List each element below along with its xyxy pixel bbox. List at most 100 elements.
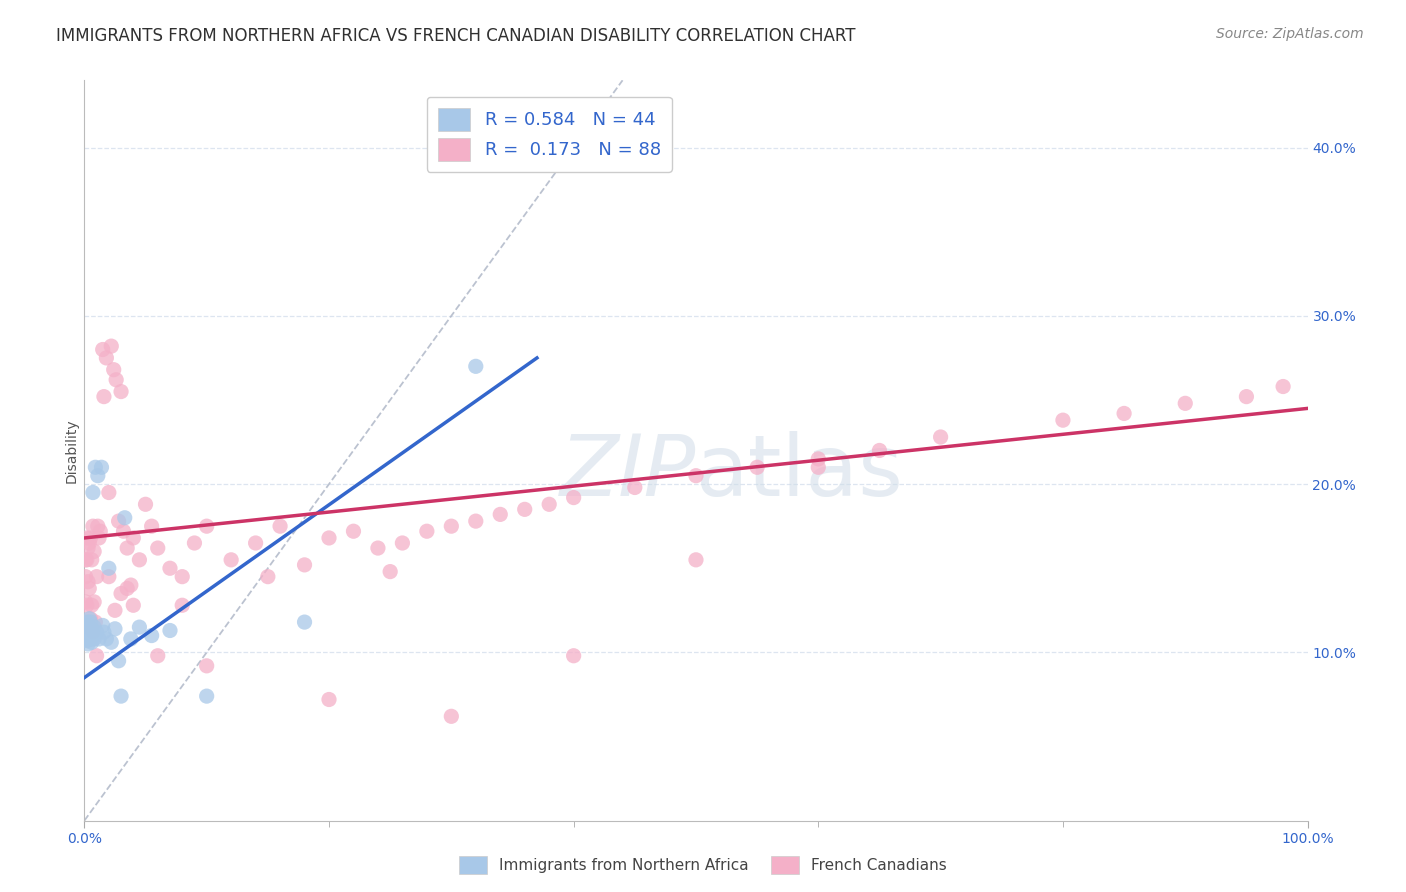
Point <box>97 485 120 500</box>
Point <box>75 625 97 640</box>
Point <box>76 553 98 567</box>
Point <box>84 460 107 475</box>
Point <box>90 460 112 475</box>
Point <box>79 615 101 629</box>
Point <box>107 514 129 528</box>
Point <box>318 692 340 706</box>
Point <box>87 468 110 483</box>
Point <box>104 603 127 617</box>
Point <box>91 343 114 357</box>
Point <box>318 531 340 545</box>
Point <box>929 430 952 444</box>
Point <box>75 595 97 609</box>
Point <box>77 628 100 642</box>
Point <box>83 544 105 558</box>
Point <box>440 709 463 723</box>
Point <box>380 565 402 579</box>
Point <box>77 615 100 629</box>
Point <box>87 531 110 545</box>
Point <box>195 658 218 673</box>
Point <box>391 536 413 550</box>
Point <box>97 561 120 575</box>
Point <box>77 637 100 651</box>
Point <box>96 632 118 646</box>
Point <box>77 620 100 634</box>
Point <box>172 569 194 583</box>
Point <box>91 618 114 632</box>
Point <box>77 618 100 632</box>
Point <box>79 612 101 626</box>
Point <box>269 519 291 533</box>
Point <box>87 519 110 533</box>
Point <box>685 553 707 567</box>
Point <box>96 351 118 365</box>
Point <box>77 536 100 550</box>
Point <box>86 569 108 583</box>
Point <box>80 553 103 567</box>
Point <box>93 390 115 404</box>
Point <box>294 615 316 629</box>
Point <box>79 625 101 640</box>
Point <box>110 689 132 703</box>
Point <box>77 612 100 626</box>
Point <box>342 524 364 539</box>
Point <box>464 514 486 528</box>
Point <box>624 480 647 494</box>
Point <box>83 632 105 646</box>
Point <box>219 553 242 567</box>
Point <box>77 541 100 555</box>
Point <box>1236 390 1258 404</box>
Text: IMMIGRANTS FROM NORTHERN AFRICA VS FRENCH CANADIAN DISABILITY CORRELATION CHART: IMMIGRANTS FROM NORTHERN AFRICA VS FRENC… <box>56 27 856 45</box>
Point <box>115 582 138 596</box>
Point <box>128 553 150 567</box>
Point <box>87 632 110 646</box>
Point <box>114 510 136 524</box>
Point <box>82 485 104 500</box>
Point <box>77 574 100 589</box>
Point <box>79 632 101 646</box>
Point <box>807 451 830 466</box>
Point <box>1052 413 1074 427</box>
Point <box>75 632 97 646</box>
Point <box>83 620 105 634</box>
Point <box>159 624 181 638</box>
Point <box>86 625 108 640</box>
Point <box>82 625 104 640</box>
Point <box>747 460 769 475</box>
Point <box>80 622 103 636</box>
Point <box>76 628 98 642</box>
Point <box>104 622 127 636</box>
Point <box>86 648 108 663</box>
Point <box>77 624 100 638</box>
Point <box>105 373 128 387</box>
Point <box>489 508 512 522</box>
Point <box>416 524 439 539</box>
Legend: R = 0.584   N = 44, R =  0.173   N = 88: R = 0.584 N = 44, R = 0.173 N = 88 <box>427 96 672 172</box>
Point <box>135 497 157 511</box>
Point <box>685 468 707 483</box>
Point <box>869 443 891 458</box>
Point <box>464 359 486 374</box>
Point <box>538 497 561 511</box>
Point <box>562 648 585 663</box>
Point <box>82 625 104 640</box>
Point <box>562 491 585 505</box>
Point <box>257 569 280 583</box>
Point <box>122 599 145 613</box>
Point <box>122 531 145 545</box>
Point <box>77 620 100 634</box>
Y-axis label: Disability: Disability <box>65 418 79 483</box>
Point <box>83 595 105 609</box>
Point <box>120 578 142 592</box>
Text: ZIP: ZIP <box>560 431 696 514</box>
Point <box>75 553 97 567</box>
Point <box>100 635 122 649</box>
Point <box>1272 379 1295 393</box>
Legend: Immigrants from Northern Africa, French Canadians: Immigrants from Northern Africa, French … <box>453 850 953 880</box>
Point <box>77 582 100 596</box>
Point <box>76 615 98 629</box>
Point <box>107 654 129 668</box>
Point <box>141 628 163 642</box>
Point <box>115 541 138 555</box>
Point <box>172 599 194 613</box>
